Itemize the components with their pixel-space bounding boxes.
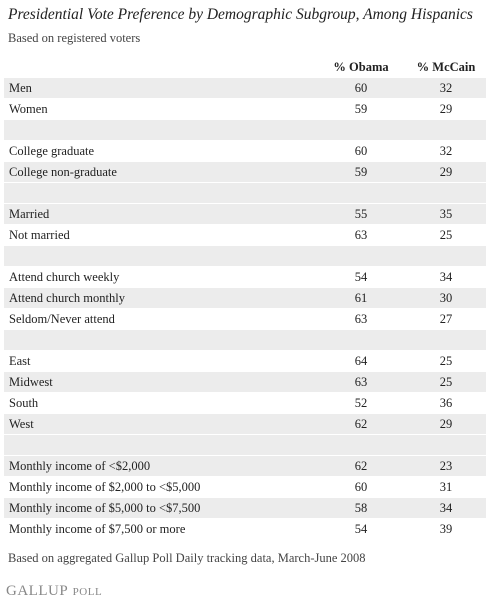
table-row: Midwest 63 25 (4, 372, 486, 393)
mccain-value: 25 (439, 228, 453, 242)
logo-brand: GALLUP (6, 583, 69, 599)
obama-value: 60 (354, 480, 368, 494)
row-label: Attend church weekly (9, 270, 120, 284)
separator-row (4, 330, 486, 351)
obama-value: 63 (354, 375, 368, 389)
table-row: Men 60 32 (4, 78, 486, 99)
mccain-value: 29 (439, 165, 453, 179)
row-label: Married (9, 207, 50, 221)
table-row: Monthly income of $5,000 to <$7,500 58 34 (4, 498, 486, 519)
row-label: Midwest (9, 375, 53, 389)
row-label: Attend church monthly (9, 291, 125, 305)
obama-value: 62 (354, 459, 368, 473)
mccain-value: 30 (439, 291, 453, 305)
table-row: Monthly income of $7,500 or more 54 39 (4, 519, 486, 540)
row-label: Seldom/Never attend (9, 312, 115, 326)
mccain-value: 23 (439, 459, 453, 473)
obama-value: 64 (354, 354, 368, 368)
table-row: Not married 63 25 (4, 225, 486, 246)
row-label: College graduate (9, 144, 95, 158)
table-row: Seldom/Never attend 63 27 (4, 309, 486, 330)
subtitle: Based on registered voters (8, 31, 141, 45)
obama-value: 60 (354, 144, 368, 158)
obama-value: 54 (354, 522, 368, 536)
separator-row (4, 246, 486, 267)
table-row: East 64 25 (4, 351, 486, 372)
table-row: West 62 29 (4, 414, 486, 435)
table-row: College non-graduate 59 29 (4, 162, 486, 183)
table-row: College graduate 60 32 (4, 141, 486, 162)
mccain-value: 25 (439, 354, 453, 368)
table-row: Married 55 35 (4, 204, 486, 225)
row-label: Monthly income of $2,000 to <$5,000 (9, 480, 201, 494)
table-row: Monthly income of <$2,000 62 23 (4, 456, 486, 477)
obama-value: 63 (354, 312, 368, 326)
separator-row (4, 120, 486, 141)
row-label: Monthly income of $5,000 to <$7,500 (9, 501, 201, 515)
mccain-value: 32 (439, 81, 453, 95)
table-row: Women 59 29 (4, 99, 486, 120)
mccain-value: 31 (439, 480, 453, 494)
column-header: % McCain (416, 60, 476, 74)
table-row: Attend church weekly 54 34 (4, 267, 486, 288)
column-header: % Obama (333, 60, 389, 74)
logo: GALLUP POLL (6, 582, 102, 600)
obama-value: 52 (354, 396, 368, 410)
table-row: Attend church monthly 61 30 (4, 288, 486, 309)
obama-value: 63 (354, 228, 368, 242)
obama-value: 54 (354, 270, 368, 284)
mccain-value: 27 (439, 312, 453, 326)
obama-value: 59 (354, 165, 368, 179)
obama-value: 60 (354, 81, 368, 95)
row-label: West (9, 417, 34, 431)
mccain-value: 34 (439, 501, 453, 515)
obama-value: 58 (354, 501, 368, 515)
row-label: Women (9, 102, 48, 116)
mccain-value: 25 (439, 375, 453, 389)
row-label: Monthly income of $7,500 or more (9, 522, 186, 536)
obama-value: 55 (354, 207, 368, 221)
row-label: Men (9, 81, 32, 95)
row-label: Monthly income of <$2,000 (9, 459, 151, 473)
obama-value: 61 (354, 291, 368, 305)
row-label: East (9, 354, 31, 368)
mccain-value: 35 (439, 207, 453, 221)
mccain-value: 29 (439, 417, 453, 431)
row-label: South (9, 396, 39, 410)
logo-suffix: POLL (72, 586, 103, 598)
mccain-value: 29 (439, 102, 453, 116)
mccain-value: 36 (439, 396, 453, 410)
separator-row (4, 183, 486, 204)
obama-value: 59 (354, 102, 368, 116)
mccain-value: 34 (439, 270, 453, 284)
title: Presidential Vote Preference by Demograp… (8, 6, 473, 23)
row-label: College non-graduate (9, 165, 117, 179)
table-row: South 52 36 (4, 393, 486, 414)
footnote: Based on aggregated Gallup Poll Daily tr… (8, 551, 366, 565)
mccain-value: 32 (439, 144, 453, 158)
obama-value: 62 (354, 417, 368, 431)
row-label: Not married (9, 228, 70, 242)
table-row: Monthly income of $2,000 to <$5,000 60 31 (4, 477, 486, 498)
mccain-value: 39 (439, 522, 453, 536)
separator-row (4, 435, 486, 456)
